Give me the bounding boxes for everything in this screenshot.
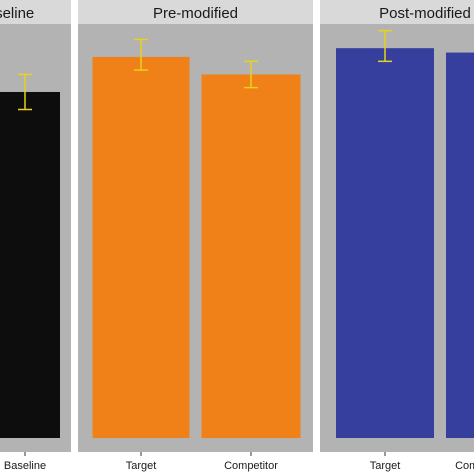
error-bar-pre-modified-competitor bbox=[244, 60, 258, 89]
bar-baseline-baseline bbox=[0, 91, 60, 438]
bar-post-modified-competitor bbox=[446, 52, 474, 439]
strip-pre-modified bbox=[78, 0, 313, 24]
strip-label-pre-modified: Pre-modified bbox=[153, 5, 238, 22]
bar-pre-modified-target bbox=[92, 56, 190, 438]
bar-pre-modified-competitor bbox=[201, 74, 301, 439]
tick-label-pre-modified-target: Target bbox=[126, 460, 157, 472]
tick-label-pre-modified-competitor: Competitor bbox=[224, 460, 278, 472]
strip-post-modified bbox=[320, 0, 474, 24]
strip-label-post-modified: Post-modified bbox=[379, 5, 471, 22]
error-bar-pre-modified-target bbox=[134, 38, 148, 71]
strip-baseline bbox=[0, 0, 71, 24]
bar-post-modified-target bbox=[336, 48, 434, 439]
tick-label-post-modified-competitor: Competitor bbox=[455, 460, 474, 472]
tick-label-post-modified-target: Target bbox=[370, 460, 401, 472]
strip-label-baseline: Baseline bbox=[0, 5, 34, 22]
error-bar-post-modified-target bbox=[378, 29, 392, 63]
tick-label-baseline-baseline: Baseline bbox=[4, 460, 46, 472]
error-bar-baseline-baseline bbox=[18, 73, 32, 111]
